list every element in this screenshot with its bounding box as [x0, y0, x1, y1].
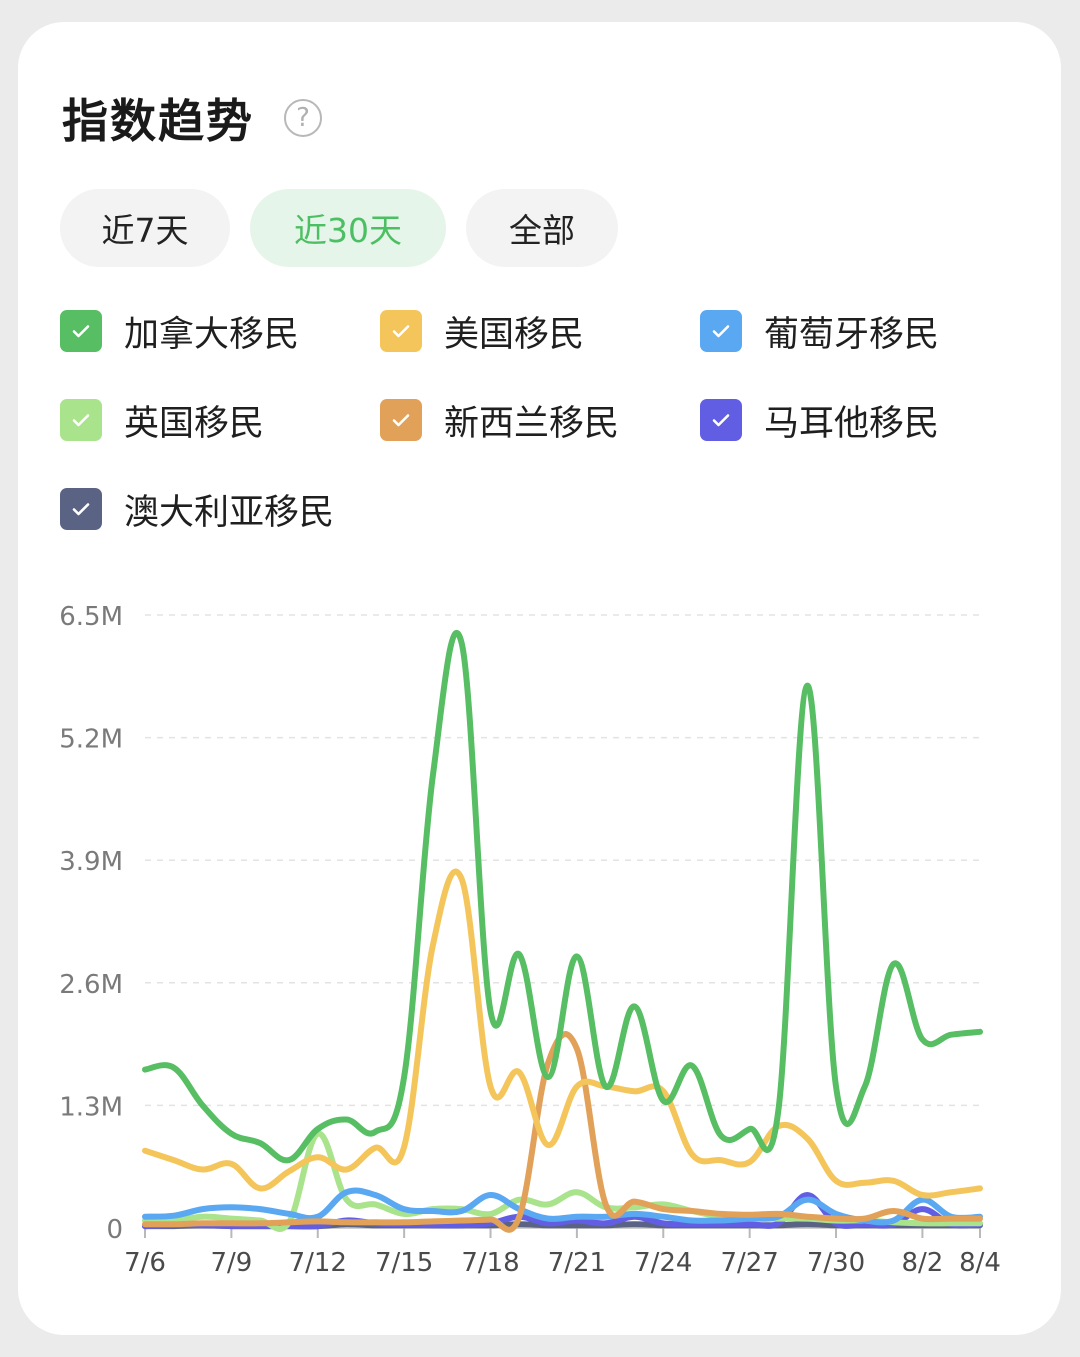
y-tick-label: 1.3M — [59, 1092, 123, 1122]
checkbox-checked-icon[interactable] — [380, 310, 422, 352]
x-tick-label: 7/27 — [720, 1248, 778, 1278]
checkbox-checked-icon[interactable] — [380, 399, 422, 441]
legend-label: 英国移民 — [124, 403, 265, 444]
header: 指数趋势 ? — [62, 88, 322, 148]
series-line-4 — [142, 1187, 983, 1226]
legend-item-uk[interactable]: 英国移民 — [60, 398, 264, 444]
x-tick-label: 8/2 — [901, 1248, 943, 1278]
series-line-0 — [142, 630, 983, 1164]
help-icon[interactable]: ? — [284, 99, 322, 137]
checkbox-checked-icon[interactable] — [700, 399, 742, 441]
page-title: 指数趋势 — [62, 94, 254, 148]
legend-item-canada[interactable]: 加拿大移民 — [60, 309, 299, 355]
legend-item-portugal[interactable]: 葡萄牙移民 — [700, 309, 939, 355]
legend-label: 美国移民 — [444, 314, 585, 355]
legend-item-malta[interactable]: 马耳他移民 — [700, 398, 939, 444]
y-tick-label: 5.2M — [59, 725, 123, 755]
checkbox-checked-icon[interactable] — [60, 310, 102, 352]
series-line-1 — [142, 868, 983, 1199]
tab-30-days[interactable]: 近30天 — [250, 189, 446, 267]
y-tick-label: 0 — [106, 1215, 123, 1245]
y-tick-label: 6.5M — [59, 602, 123, 632]
x-tick-label: 8/4 — [959, 1248, 1001, 1278]
checkbox-checked-icon[interactable] — [60, 488, 102, 530]
x-tick-label: 7/30 — [807, 1248, 865, 1278]
legend-item-usa[interactable]: 美国移民 — [380, 309, 584, 355]
x-tick-label: 7/21 — [548, 1248, 606, 1278]
x-tick-label: 7/24 — [634, 1248, 692, 1278]
checkbox-checked-icon[interactable] — [700, 310, 742, 352]
x-tick-label: 7/18 — [461, 1248, 519, 1278]
x-tick-label: 7/9 — [210, 1248, 252, 1278]
x-tick-label: 7/15 — [375, 1248, 433, 1278]
legend-label: 马耳他移民 — [764, 403, 940, 444]
legend-item-new-zealand[interactable]: 新西兰移民 — [380, 398, 619, 444]
legend-label: 葡萄牙移民 — [764, 314, 940, 355]
tab-7-days[interactable]: 近7天 — [60, 189, 230, 267]
checkbox-checked-icon[interactable] — [60, 399, 102, 441]
tab-all[interactable]: 全部 — [466, 189, 618, 267]
y-tick-label: 3.9M — [59, 847, 123, 877]
legend-item-australia[interactable]: 澳大利亚移民 — [60, 487, 334, 533]
legend-label: 新西兰移民 — [444, 403, 620, 444]
legend-label: 加拿大移民 — [124, 314, 300, 355]
legend-label: 澳大利亚移民 — [124, 492, 335, 533]
y-tick-label: 2.6M — [59, 970, 123, 1000]
x-tick-label: 7/12 — [289, 1248, 347, 1278]
x-tick-label: 7/6 — [124, 1248, 166, 1278]
time-range-tabs: 近7天 近30天 全部 — [60, 189, 618, 267]
